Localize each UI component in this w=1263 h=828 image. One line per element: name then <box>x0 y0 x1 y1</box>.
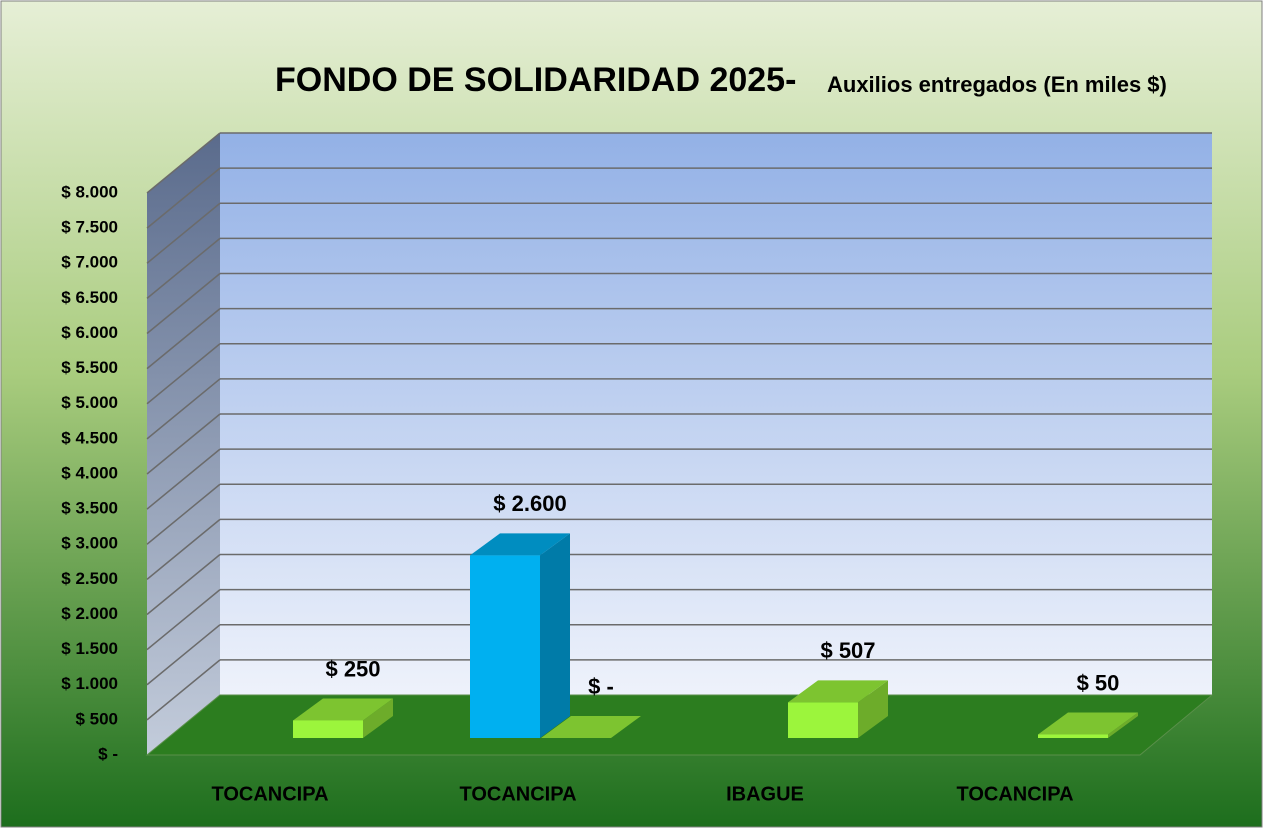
bar-side <box>540 533 570 738</box>
bar-top <box>1038 712 1138 735</box>
y-tick-label: $ 5.000 <box>61 393 118 412</box>
x-tick-label: TOCANCIPA <box>956 783 1073 805</box>
grid-line <box>146 448 221 510</box>
y-tick-label: $ 1.500 <box>61 639 118 658</box>
bar-top <box>788 680 888 703</box>
bar <box>1038 734 1108 738</box>
value-label: $ 507 <box>820 638 875 663</box>
grid-line <box>146 237 221 299</box>
value-label: $ 50 <box>1077 670 1120 695</box>
value-label: $ 2.600 <box>493 491 566 516</box>
floor <box>145 694 1214 756</box>
y-tick-label: $ 7.500 <box>61 218 118 237</box>
x-tick-label: TOCANCIPA <box>211 783 328 805</box>
y-tick-label: $ 5.500 <box>61 358 118 377</box>
bar-side <box>858 680 888 738</box>
grid-line <box>146 589 221 651</box>
grid-line <box>146 132 221 194</box>
y-tick-label: $ 8.000 <box>61 182 118 201</box>
y-tick-label: $ 500 <box>75 709 118 728</box>
y-tick-label: $ 2.500 <box>61 569 118 588</box>
y-tick-label: $ 6.000 <box>61 323 118 342</box>
x-tick-label: TOCANCIPA <box>459 783 576 805</box>
y-tick-label: $ - <box>98 744 118 763</box>
y-tick-label: $ 3.500 <box>61 499 118 518</box>
chart-subtitle: Auxilios entregados (En miles $) <box>827 72 1167 97</box>
grid-line <box>146 272 221 335</box>
grid-line <box>146 518 221 580</box>
grid-line <box>146 167 221 229</box>
grid-line <box>146 624 221 686</box>
grid-line <box>146 659 221 721</box>
bar-top <box>470 533 570 556</box>
bar <box>293 720 363 738</box>
grid-line <box>146 553 221 616</box>
chart-title: FONDO DE SOLIDARIDAD 2025- <box>275 61 796 99</box>
value-label: $ 250 <box>325 656 380 681</box>
bar-side <box>1108 712 1138 738</box>
bar-side <box>363 698 393 738</box>
bar-top <box>293 698 393 721</box>
y-tick-label: $ 2.000 <box>61 604 118 623</box>
y-tick-label: $ 1.000 <box>61 674 118 693</box>
value-label: $ - <box>588 674 614 699</box>
y-tick-label: $ 3.000 <box>61 534 118 553</box>
grid-line <box>146 343 221 405</box>
grid-line <box>146 413 221 475</box>
bar-top <box>541 716 641 738</box>
y-tick-label: $ 4.000 <box>61 463 118 482</box>
y-tick-label: $ 4.500 <box>61 428 118 447</box>
bar <box>470 555 540 738</box>
bar <box>788 702 858 738</box>
grid-line <box>146 308 221 370</box>
grid-line <box>146 483 221 545</box>
x-tick-label: IBAGUE <box>726 783 804 805</box>
y-tick-label: $ 6.500 <box>61 288 118 307</box>
y-tick-label: $ 7.000 <box>61 253 118 272</box>
grid-line <box>146 202 221 264</box>
grid-line <box>146 378 221 440</box>
